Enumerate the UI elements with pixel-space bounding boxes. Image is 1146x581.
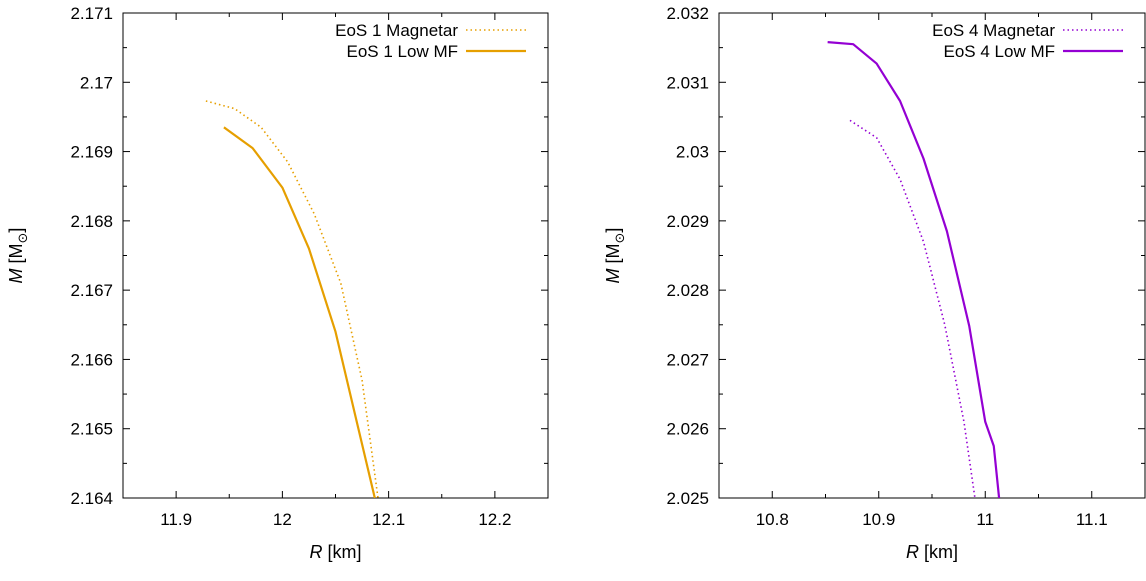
x-tick-label: 12 — [273, 510, 292, 529]
y-axis-unit-sub: ⊙ — [15, 233, 30, 244]
y-tick-label: 2.032 — [666, 4, 709, 23]
x-tick-label: 12.2 — [478, 510, 511, 529]
legend-label: EoS 1 Magnetar — [335, 21, 458, 40]
legend-label: EoS 1 Low MF — [347, 42, 459, 61]
y-tick-label: 2.167 — [70, 281, 113, 300]
y-axis-var: M — [603, 268, 623, 283]
y-tick-label: 2.026 — [666, 420, 709, 439]
x-axis-unit: [km] — [323, 542, 362, 562]
x-tick-label: 12.1 — [372, 510, 405, 529]
legend-label: EoS 4 Magnetar — [932, 21, 1055, 40]
y-tick-label: 2.168 — [70, 212, 113, 231]
x-axis-var: R — [906, 542, 919, 562]
series-line-2 — [223, 126, 376, 498]
plot-frame — [122, 12, 549, 499]
y-tick-label: 2.025 — [666, 489, 709, 508]
y-tick-label: 2.028 — [666, 281, 709, 300]
y-axis-unit-open: [M — [6, 243, 26, 268]
chart-panel-1: 11.9 12 12.1 12.2 2.164 2.165 2.166 2.167 2.168 2… — [6, 4, 549, 562]
x-tick-label: 11.1 — [1076, 510, 1108, 529]
x-axis-label: R [km] — [906, 542, 958, 562]
y-axis-var: M — [6, 268, 26, 283]
y-axis-label: M [M⊙] — [6, 228, 30, 284]
series-line-1 — [205, 100, 379, 498]
x-tick-label: 10.8 — [756, 510, 789, 529]
y-tick-label: 2.029 — [666, 212, 709, 231]
y-tick-label: 2.17 — [80, 73, 113, 92]
y-tick-label: 2.027 — [666, 350, 709, 369]
x-tick-label: 11 — [976, 510, 994, 529]
x-axis-var: R — [310, 542, 323, 562]
y-tick-label: 2.03 — [676, 143, 709, 162]
y-tick-label: 2.166 — [70, 350, 113, 369]
x-tick-label: 11.9 — [160, 510, 192, 529]
y-tick-label: 2.164 — [70, 489, 113, 508]
series-line-2 — [827, 41, 1001, 498]
chart-panel-2: 10.8 10.9 11 11.1 2.025 2.026 2.027 2.028 2.029 2… — [603, 4, 1146, 562]
y-axis-unit-open: [M — [603, 243, 623, 268]
y-axis-unit-close: ] — [603, 228, 623, 233]
y-tick-label: 2.165 — [70, 420, 113, 439]
legend-label: EoS 4 Low MF — [944, 42, 1056, 61]
y-axis-label: M [M⊙] — [603, 228, 627, 284]
x-tick-label: 10.9 — [862, 510, 895, 529]
y-axis-unit-sub: ⊙ — [612, 233, 627, 244]
y-tick-label: 2.171 — [70, 4, 113, 23]
y-tick-label: 2.031 — [666, 73, 709, 92]
plot-frame — [718, 12, 1146, 499]
y-axis-unit-close: ] — [6, 228, 26, 233]
y-tick-label: 2.169 — [70, 143, 113, 162]
series-line-1 — [849, 119, 991, 498]
x-axis-unit: [km] — [919, 542, 958, 562]
x-axis-label: R [km] — [310, 542, 362, 562]
